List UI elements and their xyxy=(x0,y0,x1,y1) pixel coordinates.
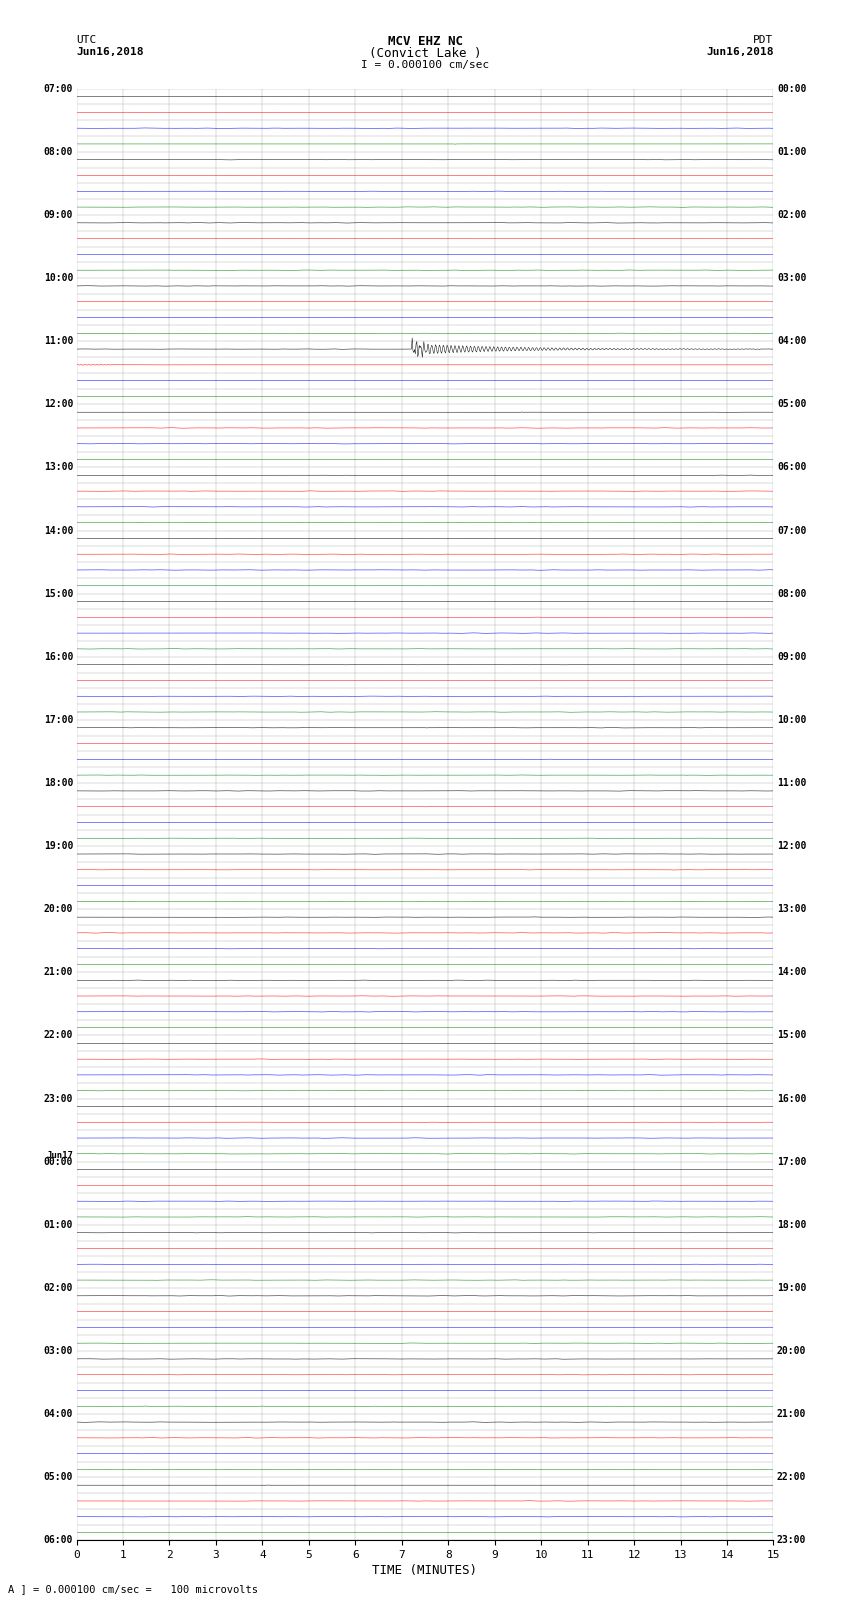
Text: 23:00: 23:00 xyxy=(43,1094,73,1103)
Text: 02:00: 02:00 xyxy=(43,1282,73,1294)
Text: 11:00: 11:00 xyxy=(43,336,73,347)
Text: 04:00: 04:00 xyxy=(43,1410,73,1419)
Text: 12:00: 12:00 xyxy=(43,400,73,410)
Text: 06:00: 06:00 xyxy=(43,1536,73,1545)
Text: PDT: PDT xyxy=(753,35,774,45)
Text: 07:00: 07:00 xyxy=(43,84,73,94)
Text: 01:00: 01:00 xyxy=(777,147,807,156)
Text: 18:00: 18:00 xyxy=(777,1219,807,1229)
X-axis label: TIME (MINUTES): TIME (MINUTES) xyxy=(372,1565,478,1578)
Text: 16:00: 16:00 xyxy=(43,652,73,661)
Text: I = 0.000100 cm/sec: I = 0.000100 cm/sec xyxy=(361,60,489,69)
Text: 13:00: 13:00 xyxy=(777,905,807,915)
Text: 03:00: 03:00 xyxy=(43,1347,73,1357)
Text: 19:00: 19:00 xyxy=(43,840,73,852)
Text: Jun17: Jun17 xyxy=(46,1152,73,1160)
Text: 10:00: 10:00 xyxy=(777,715,807,724)
Text: 15:00: 15:00 xyxy=(43,589,73,598)
Text: 15:00: 15:00 xyxy=(777,1031,807,1040)
Text: Jun16,2018: Jun16,2018 xyxy=(76,47,144,56)
Text: 08:00: 08:00 xyxy=(43,147,73,156)
Text: 04:00: 04:00 xyxy=(777,336,807,347)
Text: 20:00: 20:00 xyxy=(43,905,73,915)
Text: 11:00: 11:00 xyxy=(777,777,807,789)
Text: 13:00: 13:00 xyxy=(43,463,73,473)
Text: 06:00: 06:00 xyxy=(777,463,807,473)
Text: 19:00: 19:00 xyxy=(777,1282,807,1294)
Text: 23:00: 23:00 xyxy=(777,1536,807,1545)
Text: 00:00: 00:00 xyxy=(43,1157,73,1166)
Text: 16:00: 16:00 xyxy=(777,1094,807,1103)
Text: 17:00: 17:00 xyxy=(777,1157,807,1166)
Text: 21:00: 21:00 xyxy=(43,968,73,977)
Text: 21:00: 21:00 xyxy=(777,1410,807,1419)
Text: 08:00: 08:00 xyxy=(777,589,807,598)
Text: UTC: UTC xyxy=(76,35,97,45)
Text: 12:00: 12:00 xyxy=(777,840,807,852)
Text: Jun16,2018: Jun16,2018 xyxy=(706,47,774,56)
Text: 14:00: 14:00 xyxy=(777,968,807,977)
Text: 09:00: 09:00 xyxy=(43,210,73,219)
Text: 05:00: 05:00 xyxy=(43,1473,73,1482)
Text: 20:00: 20:00 xyxy=(777,1347,807,1357)
Text: 02:00: 02:00 xyxy=(777,210,807,219)
Text: 14:00: 14:00 xyxy=(43,526,73,536)
Text: 22:00: 22:00 xyxy=(43,1031,73,1040)
Text: 00:00: 00:00 xyxy=(777,84,807,94)
Text: A ] = 0.000100 cm/sec =   100 microvolts: A ] = 0.000100 cm/sec = 100 microvolts xyxy=(8,1584,258,1594)
Text: MCV EHZ NC: MCV EHZ NC xyxy=(388,35,462,48)
Text: 01:00: 01:00 xyxy=(43,1219,73,1229)
Text: 05:00: 05:00 xyxy=(777,400,807,410)
Text: 18:00: 18:00 xyxy=(43,777,73,789)
Text: (Convict Lake ): (Convict Lake ) xyxy=(369,47,481,60)
Text: 07:00: 07:00 xyxy=(777,526,807,536)
Text: 10:00: 10:00 xyxy=(43,273,73,282)
Text: 09:00: 09:00 xyxy=(777,652,807,661)
Text: 17:00: 17:00 xyxy=(43,715,73,724)
Text: 03:00: 03:00 xyxy=(777,273,807,282)
Text: 22:00: 22:00 xyxy=(777,1473,807,1482)
